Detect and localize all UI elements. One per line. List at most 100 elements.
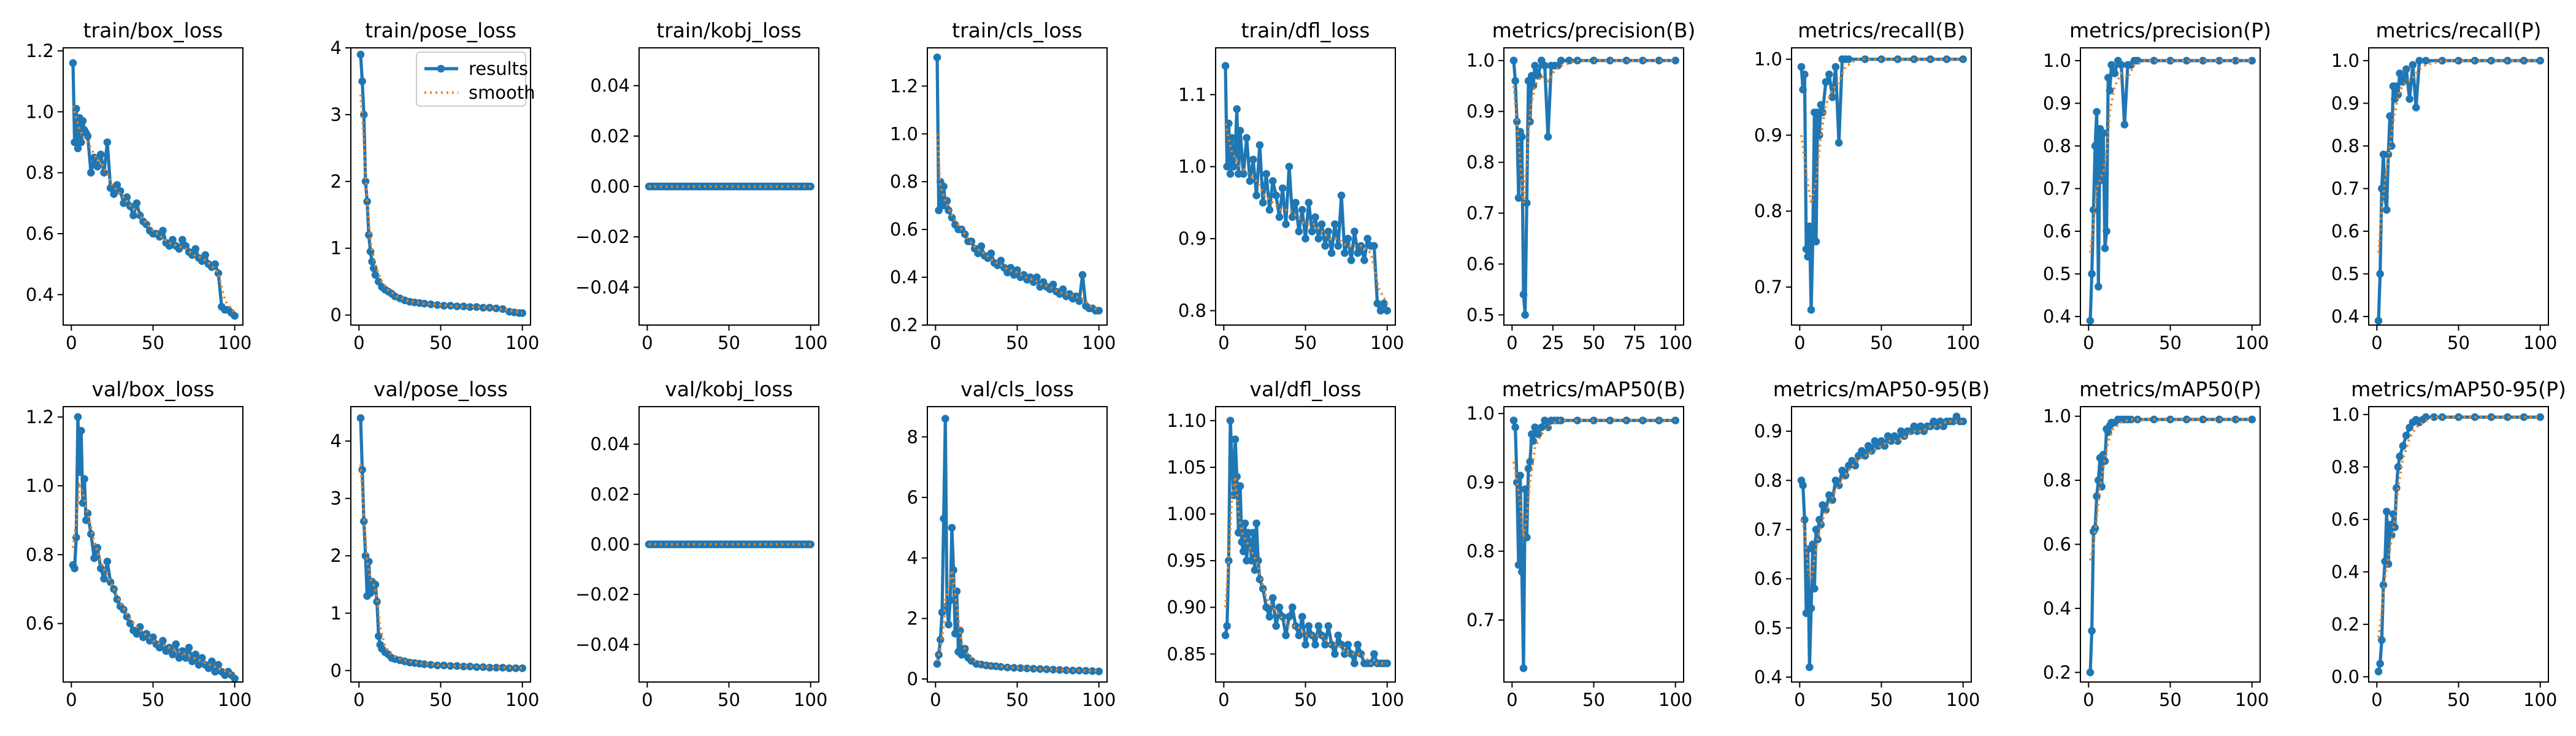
results-point <box>1059 285 1067 293</box>
y-tick-label: 0.9 <box>1466 472 1495 493</box>
x-tick-label: 75 <box>1623 332 1646 353</box>
results-point <box>1056 666 1064 674</box>
results-point <box>1225 120 1233 128</box>
results-point <box>2098 176 2106 184</box>
y-tick-label: 0.00 <box>590 534 630 555</box>
y-tick-label: 0.9 <box>1754 421 1782 442</box>
results-point <box>1268 177 1277 185</box>
results-point <box>1541 61 1549 70</box>
y-tick-label: 0.6 <box>26 223 54 244</box>
y-tick-label: 0.6 <box>26 613 54 634</box>
results-point <box>194 661 203 669</box>
results-point <box>1828 93 1836 101</box>
subplot-title: val/kobj_loss <box>665 377 793 401</box>
results-point <box>1347 650 1355 658</box>
results-point <box>2421 413 2430 421</box>
results-point <box>518 664 526 672</box>
results-point <box>2379 581 2388 589</box>
subplot-title: metrics/mAP50(B) <box>1502 377 1686 401</box>
results-point <box>518 309 526 317</box>
results-point <box>2095 283 2103 291</box>
y-tick-label: 0.4 <box>2331 306 2359 327</box>
y-tick-label: 0.6 <box>2331 221 2359 242</box>
x-tick-label: 0 <box>353 689 364 710</box>
results-point <box>1959 417 1967 426</box>
y-tick-label: 0.8 <box>1466 152 1495 173</box>
results-point <box>2520 413 2528 421</box>
axes-frame <box>2080 406 2261 683</box>
y-tick-label: 0.7 <box>1466 203 1495 224</box>
results-point <box>1511 77 1519 85</box>
y-tick-label: 0.5 <box>1754 618 1782 638</box>
results-point <box>132 630 141 638</box>
results-point <box>1509 56 1518 64</box>
results-point <box>1321 640 1329 649</box>
results-point <box>77 138 85 147</box>
results-point <box>1265 205 1274 214</box>
smooth-series-line <box>359 464 523 670</box>
results-point <box>433 301 442 309</box>
y-tick-label: 0.9 <box>1466 101 1495 122</box>
results-point <box>1288 603 1297 611</box>
results-point <box>1622 56 1631 64</box>
results-point <box>113 596 121 604</box>
results-point <box>1305 622 1313 630</box>
y-tick-label: 0.7 <box>1754 519 1782 540</box>
y-tick-label: 0.6 <box>1754 569 1782 589</box>
results-point <box>198 257 206 266</box>
y-tick-label: 1.2 <box>26 40 54 61</box>
results-point <box>1521 311 1529 319</box>
results-point <box>940 515 948 523</box>
results-point <box>1347 256 1355 264</box>
x-tick-label: 0 <box>66 332 77 353</box>
results-point <box>1078 270 1087 279</box>
results-point <box>2231 56 2240 65</box>
results-point <box>2393 484 2401 492</box>
results-point <box>1235 529 1243 537</box>
results-point <box>129 211 137 220</box>
results-point <box>957 651 966 659</box>
results-point <box>1255 141 1264 149</box>
results-point <box>1812 237 1820 246</box>
y-tick-label: −0.02 <box>575 584 630 605</box>
y-tick-label: −0.02 <box>575 226 630 247</box>
results-point <box>1351 228 1359 236</box>
results-point <box>1062 666 1070 675</box>
results-point <box>74 144 82 153</box>
results-point <box>2384 150 2393 159</box>
results-point <box>1221 631 1230 640</box>
results-point <box>1317 220 1326 228</box>
results-point <box>499 664 507 672</box>
results-point <box>1531 61 1539 70</box>
y-tick-label: 0.95 <box>1167 550 1206 571</box>
results-point <box>1282 220 1290 228</box>
results-point <box>1236 126 1244 135</box>
results-point <box>1228 454 1236 462</box>
results-point <box>1825 71 1833 79</box>
results-point <box>1255 575 1264 583</box>
results-point <box>1868 447 1876 455</box>
results-point <box>2086 316 2095 325</box>
y-tick-label: 0.8 <box>890 171 918 192</box>
results-point <box>2471 56 2479 65</box>
results-point <box>956 626 964 635</box>
axes-frame <box>2368 406 2549 683</box>
results-point <box>1334 242 1343 250</box>
results-point <box>2103 227 2110 236</box>
y-tick-label: 0.8 <box>1754 201 1782 221</box>
y-tick-label: 2 <box>331 171 342 192</box>
results-point <box>356 50 365 59</box>
results-point <box>79 117 87 125</box>
x-tick-label: 50 <box>1006 689 1029 710</box>
results-point <box>1799 481 1807 489</box>
results-point <box>71 138 79 147</box>
results-point <box>375 632 383 640</box>
subplot-metrics-precision-b: metrics/precision(B) 0 25 50 75 100 0.5 0.6 0.7 0… <box>1466 18 1696 353</box>
smooth-series-line <box>936 134 1100 312</box>
results-point <box>2166 56 2174 65</box>
results-point <box>1819 109 1827 117</box>
results-point <box>204 664 213 672</box>
results-point <box>2199 56 2207 65</box>
results-point <box>231 675 239 682</box>
results-point <box>231 312 239 320</box>
